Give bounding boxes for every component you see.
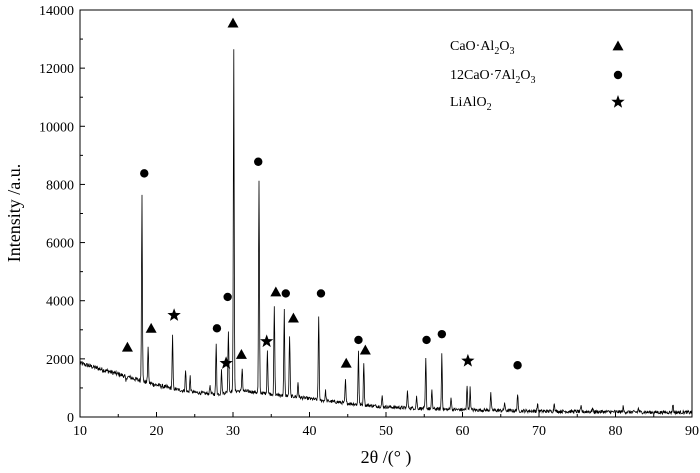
legend-item-mayenite: 12CaO·7Al2O3 [450, 68, 535, 86]
y-axis-title: Intensity /a.u. [4, 164, 24, 262]
triangle-marker [121, 341, 133, 352]
circle-marker [212, 324, 222, 333]
x-tick-label: 50 [379, 424, 393, 439]
x-tick-label: 60 [456, 424, 470, 439]
x-tick-label: 70 [532, 424, 546, 439]
svg-text:12CaO·7Al2O3: 12CaO·7Al2O3 [450, 68, 535, 86]
x-tick-label: 10 [73, 424, 87, 439]
circle-marker [354, 335, 363, 345]
triangle-marker [359, 344, 371, 355]
legend: CaO·Al2O3 12CaO·7Al2O3 LiAlO2 [450, 39, 625, 113]
y-tick-label: 14000 [39, 4, 74, 19]
svg-text:CaO·Al2O3: CaO·Al2O3 [450, 39, 514, 57]
legend-label-2: 12CaO·7Al [450, 68, 515, 83]
x-axis-title: 2θ /(° ) [361, 447, 412, 468]
x-tick-label: 80 [609, 424, 623, 439]
star-marker [167, 308, 181, 321]
circle-marker [140, 169, 149, 178]
circle-marker [316, 289, 326, 298]
triangle-marker [235, 348, 247, 359]
circle-marker [513, 361, 522, 370]
x-axis: 10 20 30 40 50 60 70 80 90 [73, 412, 699, 439]
legend-markers [611, 40, 625, 108]
legend-item-caal2o4: CaO·Al2O3 [450, 39, 514, 57]
legend-label-3: LiAlO [450, 95, 487, 110]
y-tick-label: 12000 [39, 62, 74, 77]
star-marker [461, 353, 475, 367]
triangle-marker [270, 286, 282, 297]
legend-triangle-marker [612, 40, 624, 51]
y-axis: 0 2000 4000 6000 8000 10000 12000 14000 [39, 4, 85, 426]
y-tick-label: 0 [67, 411, 74, 426]
circle-marker [437, 329, 447, 339]
diffraction-line [79, 49, 693, 416]
legend-mid-1: O [499, 39, 509, 54]
legend-mid-2: O [520, 68, 530, 83]
legend-sub-3a: 2 [487, 102, 492, 113]
x-tick-label: 20 [150, 424, 164, 439]
x-tick-label: 90 [685, 424, 699, 439]
legend-sub-1b: 3 [509, 46, 514, 57]
xrd-pattern [79, 49, 693, 416]
y-tick-label: 2000 [46, 353, 74, 368]
svg-text:LiAlO2: LiAlO2 [450, 95, 492, 113]
y-tick-label: 6000 [46, 237, 74, 252]
phase-markers [121, 17, 522, 370]
legend-sub-2a: 2 [515, 75, 520, 86]
triangle-marker [287, 312, 299, 323]
legend-item-lialo2: LiAlO2 [450, 95, 492, 113]
triangle-marker [227, 17, 239, 28]
y-tick-label: 10000 [39, 120, 74, 135]
legend-star-marker [611, 95, 625, 108]
circle-marker [223, 292, 232, 302]
legend-sub-2b: 3 [530, 75, 535, 86]
star-marker [260, 334, 274, 348]
star-marker [219, 356, 233, 369]
y-tick-label: 4000 [46, 295, 74, 310]
legend-sub-1a: 2 [494, 46, 499, 57]
circle-marker [281, 289, 290, 298]
circle-marker [422, 335, 431, 345]
legend-label-1: CaO·Al [450, 39, 494, 54]
x-tick-label: 40 [303, 424, 317, 439]
y-tick-label: 8000 [46, 178, 74, 193]
triangle-marker [145, 322, 157, 333]
x-tick-label: 30 [226, 424, 240, 439]
triangle-marker [340, 357, 352, 368]
legend-circle-marker [613, 70, 623, 80]
circle-marker [254, 157, 263, 166]
